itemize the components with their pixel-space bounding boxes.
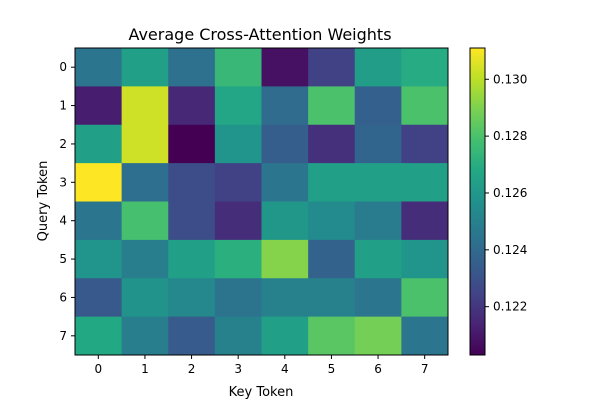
heatmap-cell-6-2 [168,278,216,318]
chart-title: Average Cross-Attention Weights [128,25,391,44]
x-tick-label: 7 [421,362,429,376]
y-tick-label: 2 [59,137,67,151]
x-tick-label: 6 [374,362,382,376]
x-tick-label: 3 [234,362,242,376]
heatmap-cell-5-4 [261,239,309,279]
heatmap-cell-2-5 [308,124,356,164]
heatmap-cell-2-0 [75,124,123,164]
y-tick-label: 0 [59,60,67,74]
heatmap-cell-6-4 [261,278,309,318]
heatmap-cell-5-6 [354,239,402,279]
heatmap-cell-1-7 [401,86,449,126]
heatmap-cell-2-1 [121,124,169,164]
heatmap-cell-7-6 [354,316,402,356]
y-tick-label: 3 [59,175,67,189]
x-tick-label: 1 [141,362,149,376]
heatmap-cell-2-7 [401,124,449,164]
heatmap-cell-4-6 [354,201,402,241]
heatmap-cell-1-4 [261,86,309,126]
plot-frame [74,47,449,356]
colorbar-tick-label: 0.126 [493,186,527,200]
heatmap-cell-4-0 [75,201,123,241]
heatmap-cell-4-5 [308,201,356,241]
x-axis-ticks: 0 1 2 3 4 5 6 7 [94,355,429,376]
heatmap-cell-1-6 [354,86,402,126]
y-tick-label: 1 [59,99,67,113]
heatmap-cell-0-6 [354,48,402,87]
x-tick-label: 0 [94,362,102,376]
heatmap-cell-5-5 [308,239,356,279]
heatmap-cell-4-1 [121,201,169,241]
colorbar-ticks: 0.122 0.124 0.126 0.128 0.130 [485,72,527,314]
colorbar [469,47,486,356]
colorbar-tick-label: 0.130 [493,72,527,86]
heatmap-cell-3-3 [214,163,263,203]
heatmap-cell-0-7 [401,48,449,87]
y-tick-label: 4 [59,214,67,228]
heatmap-cell-1-1 [121,86,169,126]
heatmap-cell-5-1 [121,239,169,279]
colorbar-tick-label: 0.124 [493,243,527,257]
heatmap-cell-4-3 [214,201,263,241]
heatmap-cells [75,48,449,356]
heatmap-cell-1-5 [308,86,356,126]
heatmap-cell-5-2 [168,239,216,279]
heatmap-cell-6-7 [401,278,449,318]
heatmap-cell-6-1 [121,278,169,318]
heatmap-cell-5-3 [214,239,263,279]
heatmap-cell-7-5 [308,316,356,356]
heatmap-cell-7-2 [168,316,216,356]
y-tick-label: 6 [59,290,67,304]
heatmap-cell-6-0 [75,278,123,318]
colorbar-tick-label: 0.128 [493,129,527,143]
x-tick-label: 5 [328,362,336,376]
heatmap-cell-7-0 [75,316,123,356]
heatmap-cell-6-3 [214,278,263,318]
heatmap-cell-1-2 [168,86,216,126]
heatmap-cell-7-7 [401,316,449,356]
heatmap-cell-3-1 [121,163,169,203]
heatmap-cell-3-7 [401,163,449,203]
heatmap-cell-3-2 [168,163,216,203]
heatmap-cell-1-0 [75,86,123,126]
heatmap-cell-0-0 [75,48,123,87]
heatmap-cell-2-2 [168,124,216,164]
heatmap-cell-7-1 [121,316,169,356]
heatmap-cell-0-4 [261,48,309,87]
colorbar-tick-label: 0.122 [493,300,527,314]
heatmap-cell-4-7 [401,201,449,241]
y-tick-label: 5 [59,252,67,266]
heatmap-cell-4-4 [261,201,309,241]
heatmap-cell-0-3 [214,48,263,87]
y-tick-label: 7 [59,329,67,343]
x-tick-label: 2 [188,362,196,376]
heatmap-cell-5-0 [75,239,123,279]
heatmap-cell-0-2 [168,48,216,87]
heatmap-cell-7-3 [214,316,263,356]
heatmap-cell-2-6 [354,124,402,164]
heatmap-cell-7-4 [261,316,309,356]
heatmap-cell-0-5 [308,48,356,87]
heatmap-cell-6-5 [308,278,356,318]
heatmap-cell-1-3 [214,86,263,126]
heatmap-cell-5-7 [401,239,449,279]
x-tick-label: 4 [281,362,289,376]
heatmap-cell-3-6 [354,163,402,203]
heatmap-cell-0-1 [121,48,169,87]
heatmap-cell-3-4 [261,163,309,203]
heatmap-cell-2-3 [214,124,263,164]
x-axis-label: Key Token [229,385,294,400]
heatmap-cell-6-6 [354,278,402,318]
heatmap-cell-4-2 [168,201,216,241]
heatmap-cell-3-0 [75,163,123,203]
y-axis-label: Query Token [36,161,51,242]
y-axis-ticks: 0 1 2 3 4 5 6 7 [59,60,75,343]
heatmap-cell-2-4 [261,124,309,164]
heatmap-cell-3-5 [308,163,356,203]
